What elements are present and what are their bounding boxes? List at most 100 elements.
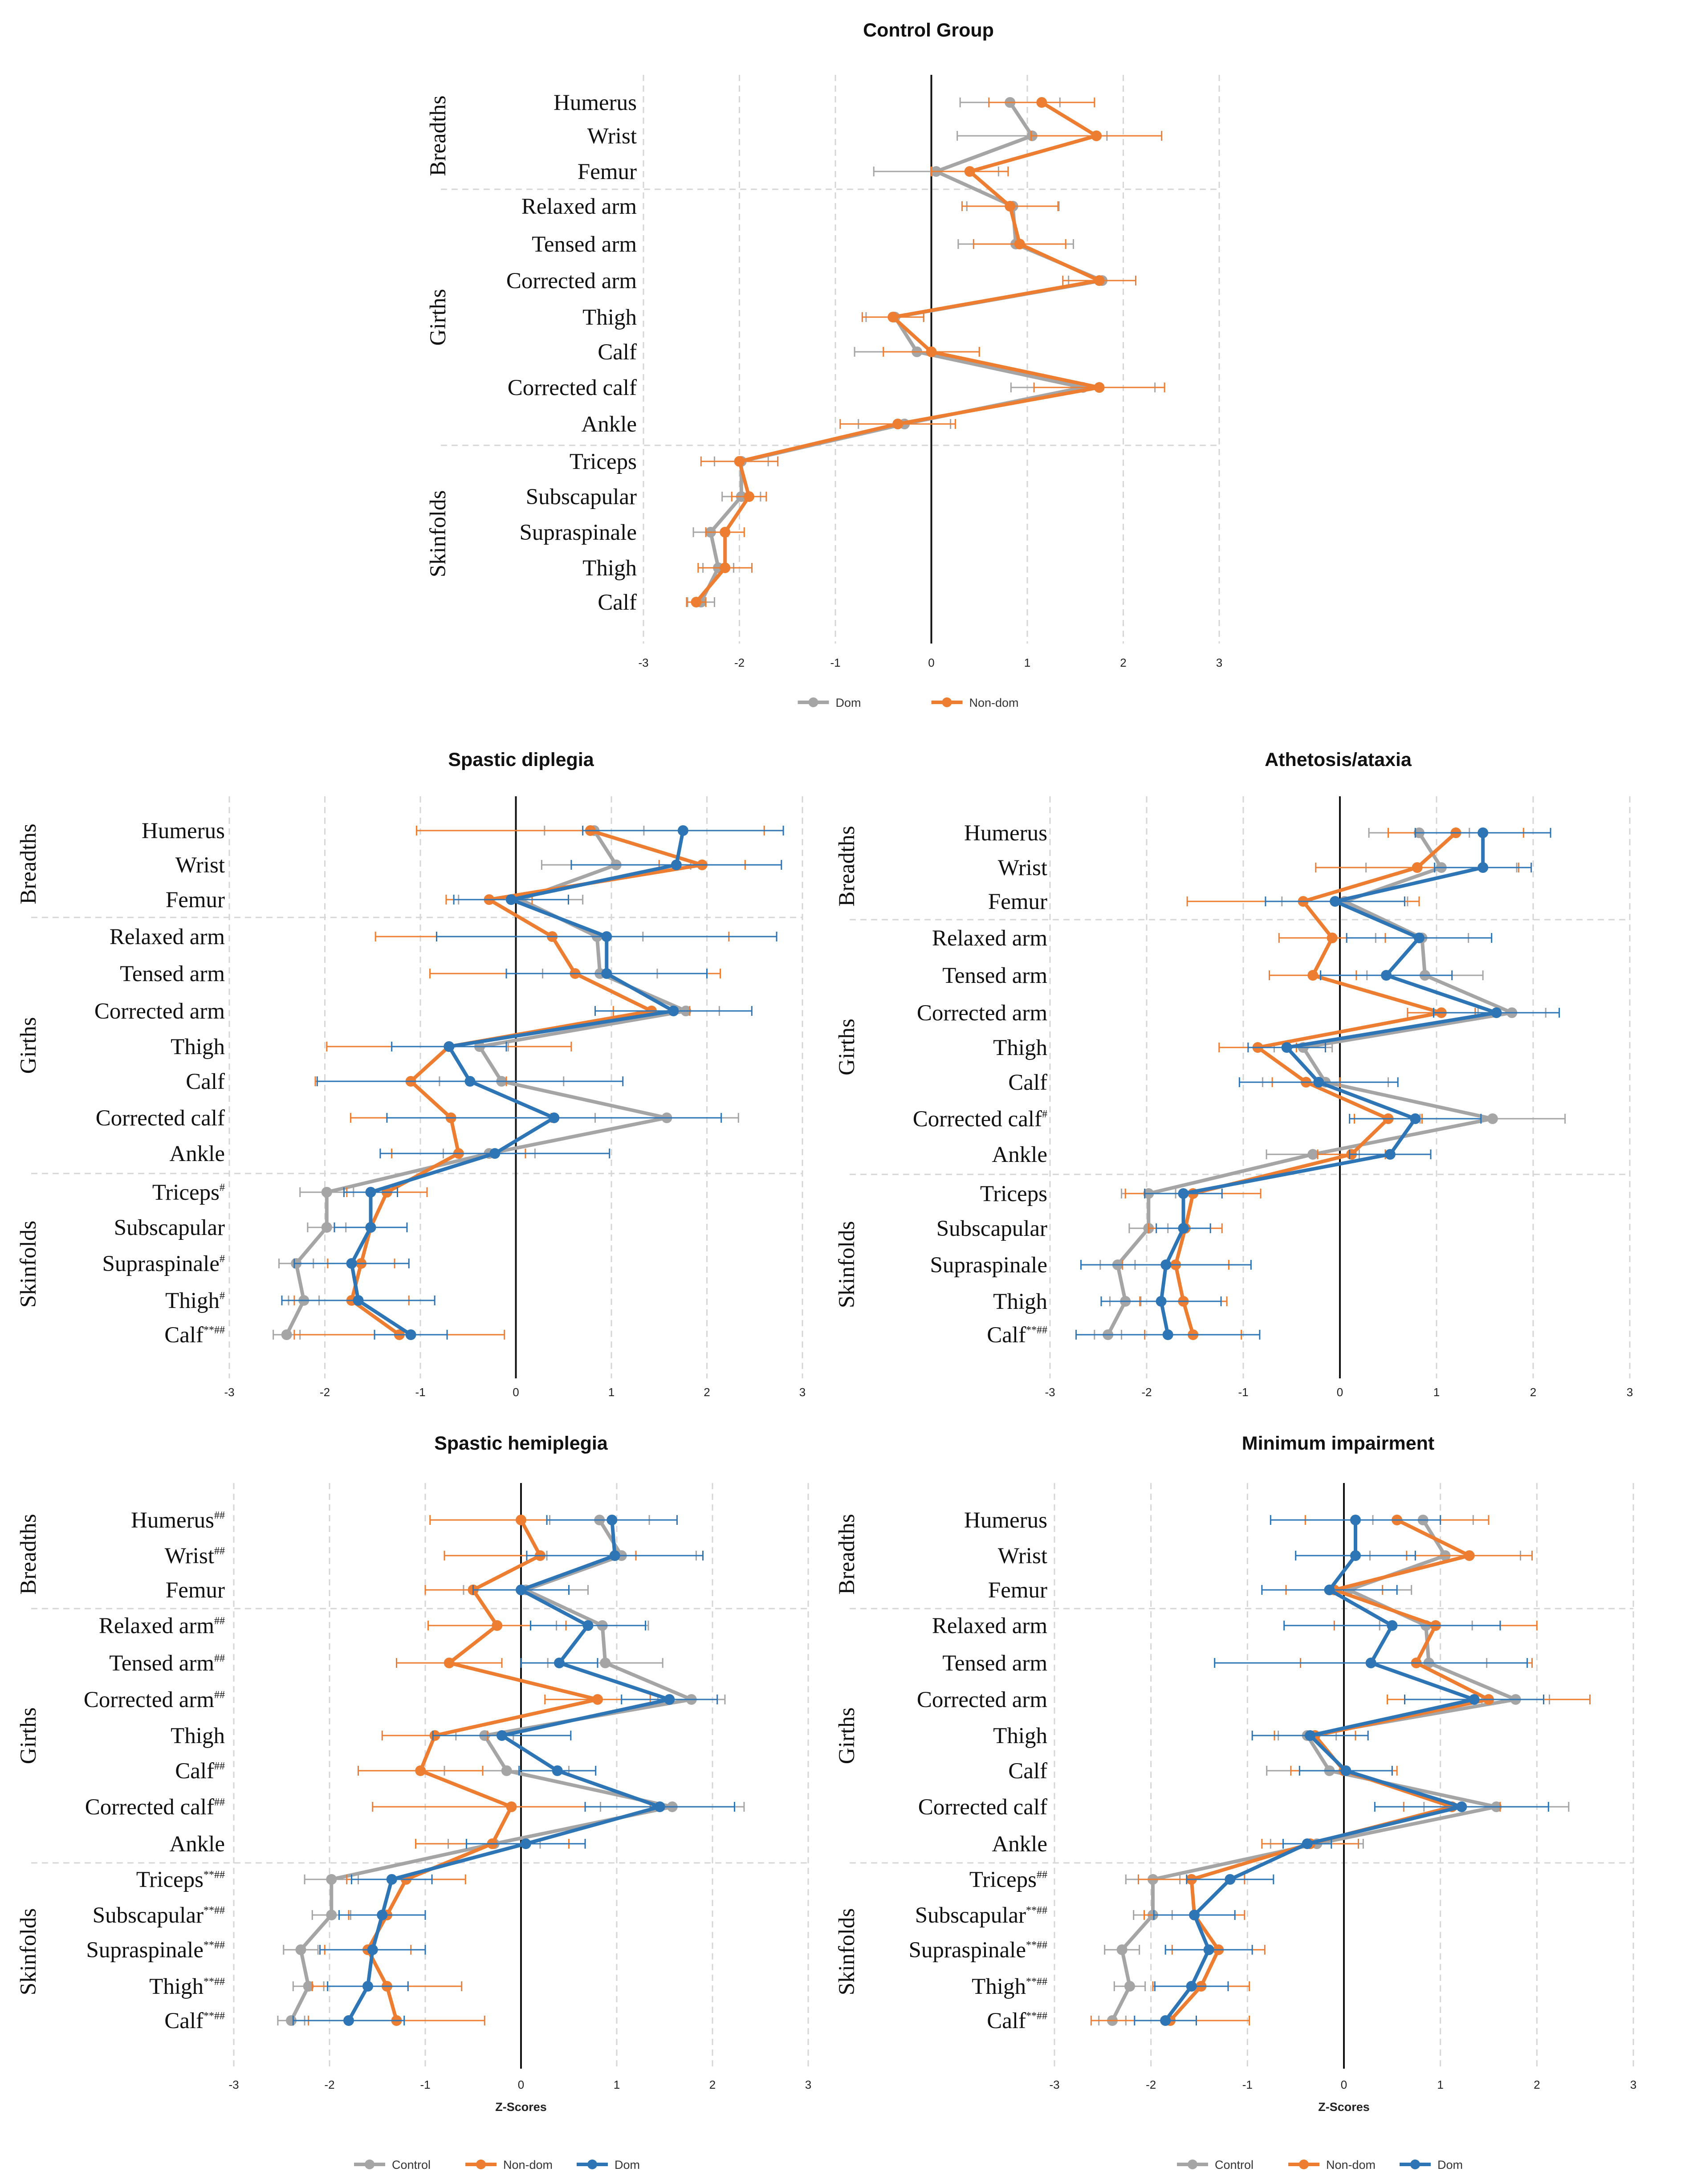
series-line [285, 829, 688, 1336]
category-label-corrected-arm: Corrected arm## [84, 1687, 225, 1712]
category-label-corrected-calf: Corrected calf [918, 1795, 1047, 1820]
data-point [1225, 1874, 1236, 1885]
data-point [321, 1187, 332, 1198]
data-point [720, 527, 731, 538]
data-point [415, 1765, 426, 1776]
panel-control-group: Control Group -3 -2 -1 0 1 2 3 Humerus Wrist Femur… [426, 20, 1222, 709]
category-label-corrected-calf: Corrected calf [96, 1106, 225, 1131]
data-point [1305, 1730, 1316, 1741]
x-tick-label: 3 [1630, 2078, 1636, 2091]
data-point [601, 968, 612, 979]
category-label-humerus: Humerus## [131, 1508, 225, 1533]
data-point [326, 1910, 337, 1920]
panel-spastic-hemiplegia: Spastic hemiplegia -3 -2 -1 0 1 2 3 Z-Scores Hume… [16, 1433, 811, 2172]
category-label-thigh: Thigh# [165, 1288, 225, 1313]
category-label-subscapular: Subscapular [936, 1216, 1047, 1241]
x-tick-label: 1 [1433, 1385, 1440, 1399]
category-label-femur: Femur [578, 159, 637, 184]
x-tick-label: 2 [1530, 1385, 1536, 1399]
x-tick-label: -3 [228, 2078, 239, 2091]
legend-label: Dom [836, 696, 861, 709]
significance-mark: **## [1026, 1976, 1047, 1988]
data-point [1189, 1910, 1200, 1920]
data-point [281, 1329, 292, 1340]
category-label-relaxed-arm: Relaxed arm## [99, 1614, 225, 1638]
category-label-subscapular: Subscapular [114, 1215, 225, 1240]
x-tick-label: 1 [614, 2078, 620, 2091]
data-point [1186, 1981, 1197, 1992]
significance-mark: ## [214, 1797, 225, 1808]
data-point [601, 931, 612, 942]
data-point [365, 1222, 376, 1233]
category-label-corrected-arm: Corrected arm [94, 999, 225, 1024]
data-point [516, 1585, 526, 1595]
category-label-calf: Calf**## [164, 2009, 225, 2033]
data-point [582, 1620, 594, 1631]
data-point [1340, 1765, 1351, 1776]
data-point [606, 1515, 618, 1525]
data-point [295, 1944, 306, 1955]
x-tick-label: 2 [1120, 656, 1126, 669]
data-point [365, 1187, 376, 1198]
category-label-calf: Calf [598, 340, 637, 365]
data-point [671, 860, 682, 870]
data-point [1410, 1113, 1421, 1124]
data-point [1094, 275, 1105, 286]
panel-spastic-diplegia: Spastic diplegia -3 -2 -1 0 1 2 3 Humerus Wrist Fe… [16, 749, 806, 1399]
data-point [1178, 1223, 1189, 1234]
group-label-girths: Girths [834, 1707, 859, 1764]
legend-label: Non-dom [503, 2158, 553, 2172]
chart-title: Athetosis/ataxia [1265, 749, 1412, 770]
data-point [677, 825, 688, 836]
category-label-triceps: Triceps# [152, 1180, 225, 1205]
x-tick-label: 2 [709, 2078, 716, 2091]
significance-mark: ## [214, 1615, 225, 1627]
category-label-wrist: Wrist [998, 856, 1047, 880]
data-point [1014, 239, 1025, 249]
category-label-ankle: Ankle [992, 1832, 1047, 1857]
group-label-skinfolds: Skinfolds [834, 1221, 859, 1308]
data-point [1350, 1515, 1361, 1525]
category-label-calf: Calf**## [164, 1323, 225, 1348]
data-point [492, 1620, 503, 1631]
data-point [1491, 1007, 1502, 1018]
significance-mark: # [1042, 1108, 1047, 1120]
category-label-ankle: Ankle [169, 1832, 225, 1857]
data-point [353, 1295, 364, 1306]
x-tick-label: -2 [1146, 2078, 1156, 2091]
x-tick-label: 0 [513, 1385, 519, 1399]
category-label-tensed-arm: Tensed arm [942, 1651, 1047, 1676]
x-tick-label: -2 [1141, 1385, 1152, 1399]
legend-item-control: Control [354, 2158, 431, 2172]
legend-label: Control [1215, 2158, 1254, 2172]
group-label-breadths: Breadths [834, 826, 859, 906]
data-point [1160, 2015, 1171, 2026]
series-non-dom [686, 97, 1165, 607]
significance-mark: **## [204, 1905, 225, 1916]
significance-mark: **## [204, 1940, 225, 1951]
data-point [343, 2015, 354, 2026]
category-label-humerus: Humerus [554, 90, 637, 115]
legend-marker [587, 2160, 597, 2169]
data-point [744, 491, 755, 502]
legend-item-non-dom: Non-dom [465, 2158, 553, 2172]
category-label-calf: Calf## [175, 1759, 225, 1784]
data-point [501, 1765, 512, 1776]
data-point [346, 1258, 357, 1269]
category-label-supraspinale: Supraspinale**## [909, 1938, 1047, 1963]
legend-item-dom: Dom [577, 2158, 640, 2172]
data-point [1327, 933, 1338, 943]
category-label-femur: Femur [166, 888, 225, 913]
data-point [668, 1006, 679, 1016]
x-tick-label: -2 [324, 2078, 334, 2091]
data-point [1477, 862, 1489, 873]
series-dom [1134, 1515, 1549, 2026]
category-label-wrist: Wrist [587, 124, 637, 149]
category-label-subscapular: Subscapular**## [93, 1903, 225, 1928]
group-label-breadths: Breadths [16, 823, 41, 904]
data-point [1365, 1658, 1376, 1668]
category-label-thigh: Thigh**## [149, 1974, 225, 1999]
significance-mark: ## [1037, 1869, 1047, 1881]
data-point [286, 2015, 297, 2026]
x-tick-label: -2 [320, 1385, 330, 1399]
